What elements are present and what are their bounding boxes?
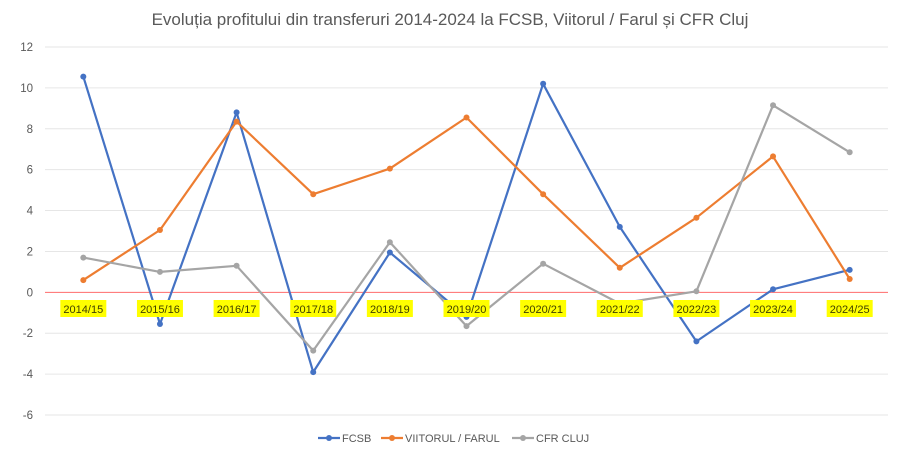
y-tick-label: 4 bbox=[27, 206, 34, 218]
y-tick-label: 12 bbox=[20, 42, 33, 54]
data-point bbox=[616, 223, 623, 230]
y-tick-label: -2 bbox=[23, 328, 33, 340]
legend-item: FCSB bbox=[318, 433, 371, 445]
x-tick-label: 2020/21 bbox=[523, 304, 563, 316]
data-point bbox=[540, 260, 547, 267]
data-point bbox=[156, 321, 163, 328]
x-tick-label-group: 2023/24 bbox=[750, 300, 797, 317]
x-tick-label-group: 2018/19 bbox=[366, 300, 413, 317]
y-tick-label: 8 bbox=[27, 124, 33, 136]
label-highlight bbox=[673, 300, 720, 317]
data-point bbox=[846, 276, 853, 283]
label-highlight bbox=[213, 300, 260, 317]
legend-item: CFR CLUJ bbox=[512, 433, 589, 445]
x-tick-label: 2021/22 bbox=[600, 304, 640, 316]
series-viitorul-farul bbox=[80, 114, 853, 284]
data-point bbox=[80, 73, 87, 80]
gridlines bbox=[45, 46, 888, 416]
x-axis-labels: 2014/15 2015/16 2016/17 2017/18 2018/19 2019/… bbox=[60, 300, 873, 317]
data-point bbox=[310, 191, 317, 198]
x-tick-label: 2014/15 bbox=[63, 304, 103, 316]
x-tick-label: 2017/18 bbox=[293, 304, 333, 316]
legend-swatch-marker bbox=[389, 435, 395, 441]
label-highlight bbox=[520, 300, 567, 317]
x-tick-label: 2024/25 bbox=[830, 304, 870, 316]
data-point bbox=[80, 254, 87, 261]
data-point bbox=[463, 114, 470, 121]
x-tick-label: 2015/16 bbox=[140, 304, 180, 316]
data-point bbox=[233, 118, 240, 125]
label-highlight bbox=[826, 300, 873, 317]
label-highlight bbox=[750, 300, 797, 317]
x-tick-label-group: 2020/21 bbox=[520, 300, 567, 317]
label-highlight bbox=[366, 300, 413, 317]
data-point bbox=[770, 102, 777, 109]
data-point bbox=[233, 109, 240, 116]
data-point bbox=[616, 264, 623, 271]
x-tick-label-group: 2015/16 bbox=[136, 300, 183, 317]
legend-swatch-marker bbox=[520, 435, 526, 441]
data-point bbox=[156, 268, 163, 275]
y-axis-ticks: 12 10 8 6 4 2 0 -2 -4 -6 bbox=[20, 42, 33, 422]
data-point bbox=[770, 286, 777, 293]
x-tick-label: 2018/19 bbox=[370, 304, 410, 316]
data-point bbox=[310, 347, 317, 354]
data-point bbox=[693, 214, 700, 221]
label-highlight bbox=[290, 300, 337, 317]
label-highlight bbox=[596, 300, 643, 317]
legend-label: FCSB bbox=[342, 433, 371, 445]
label-highlight bbox=[60, 300, 107, 317]
label-highlight bbox=[443, 300, 490, 317]
data-point bbox=[80, 277, 87, 284]
data-point bbox=[540, 191, 547, 198]
data-point bbox=[386, 249, 393, 256]
data-point bbox=[846, 266, 853, 273]
chart-title: Evoluția profitului din transferuri 2014… bbox=[152, 10, 749, 29]
x-tick-label: 2022/23 bbox=[677, 304, 717, 316]
data-point bbox=[386, 239, 393, 246]
x-tick-label: 2023/24 bbox=[753, 304, 793, 316]
label-highlight bbox=[136, 300, 183, 317]
legend: FCSB VIITORUL / FARUL CFR CLUJ bbox=[318, 433, 589, 445]
data-point bbox=[156, 226, 163, 233]
legend-item: VIITORUL / FARUL bbox=[381, 433, 500, 445]
data-point bbox=[233, 262, 240, 269]
data-point bbox=[540, 80, 547, 87]
legend-label: VIITORUL / FARUL bbox=[405, 433, 500, 445]
data-point bbox=[846, 149, 853, 156]
x-tick-label: 2016/17 bbox=[217, 304, 257, 316]
y-tick-label: -4 bbox=[23, 369, 34, 381]
y-tick-label: -6 bbox=[23, 410, 33, 422]
legend-swatch-marker bbox=[326, 435, 332, 441]
x-tick-label-group: 2017/18 bbox=[290, 300, 337, 317]
x-tick-label-group: 2024/25 bbox=[826, 300, 873, 317]
y-tick-label: 0 bbox=[27, 287, 33, 299]
data-point bbox=[310, 369, 317, 376]
data-point bbox=[463, 323, 470, 330]
x-tick-label-group: 2016/17 bbox=[213, 300, 260, 317]
data-point bbox=[386, 165, 393, 172]
x-tick-label-group: 2021/22 bbox=[596, 300, 643, 317]
x-tick-label-group: 2022/23 bbox=[673, 300, 720, 317]
legend-label: CFR CLUJ bbox=[536, 433, 589, 445]
x-tick-label-group: 2014/15 bbox=[60, 300, 107, 317]
y-tick-label: 10 bbox=[20, 83, 33, 95]
data-point bbox=[770, 153, 777, 160]
series-lines bbox=[80, 73, 853, 376]
y-tick-label: 2 bbox=[27, 246, 33, 258]
series-cfr-cluj bbox=[80, 102, 853, 354]
y-tick-label: 6 bbox=[27, 165, 33, 177]
data-point bbox=[693, 338, 700, 345]
data-point bbox=[693, 288, 700, 295]
x-tick-label: 2019/20 bbox=[447, 304, 487, 316]
x-tick-label-group: 2019/20 bbox=[443, 300, 490, 317]
